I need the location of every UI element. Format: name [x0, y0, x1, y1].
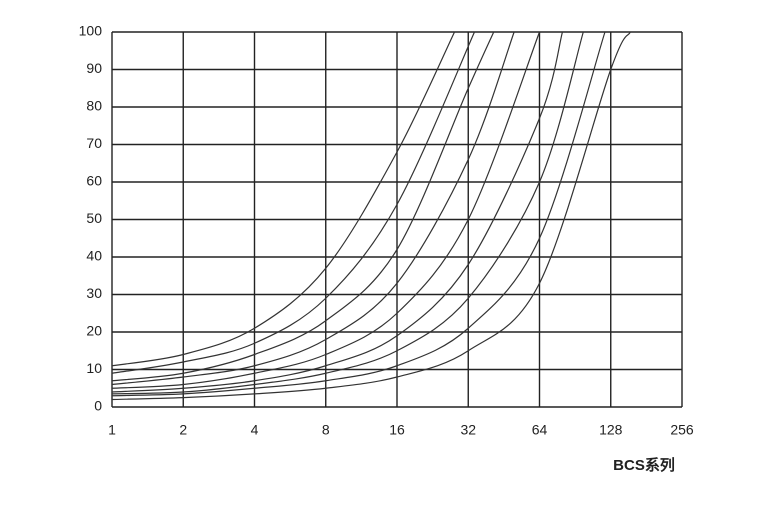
curve — [111, 31, 456, 367]
x-tick-label: 32 — [460, 422, 476, 438]
x-tick-label: 2 — [179, 422, 187, 438]
curve — [111, 31, 541, 389]
x-tick-label: 1 — [108, 422, 116, 438]
x-tick-label: 256 — [670, 422, 694, 438]
y-tick-label: 60 — [86, 173, 102, 189]
y-tick-label: 10 — [86, 360, 102, 376]
curve — [111, 31, 476, 374]
y-tick-label: 0 — [94, 398, 102, 414]
curve — [111, 31, 631, 401]
y-tick-label: 40 — [86, 248, 102, 264]
curve — [111, 31, 606, 397]
x-tick-label: 4 — [251, 422, 259, 438]
y-tick-label: 30 — [86, 285, 102, 301]
curve — [111, 31, 495, 382]
y-tick-label: 100 — [79, 23, 103, 39]
y-tick-label: 90 — [86, 60, 102, 76]
y-tick-label: 80 — [86, 98, 102, 114]
y-tick-label: 20 — [86, 323, 102, 339]
x-tick-label: 64 — [532, 422, 548, 438]
y-tick-label: 70 — [86, 135, 102, 151]
curve — [111, 31, 564, 393]
x-axis-label: BCS系列 — [613, 456, 675, 474]
x-tick-label: 16 — [389, 422, 405, 438]
x-tick-label: 128 — [599, 422, 623, 438]
x-tick-label: 8 — [322, 422, 330, 438]
curve — [111, 31, 584, 395]
curve — [111, 31, 515, 386]
y-tick-label: 50 — [86, 210, 102, 226]
